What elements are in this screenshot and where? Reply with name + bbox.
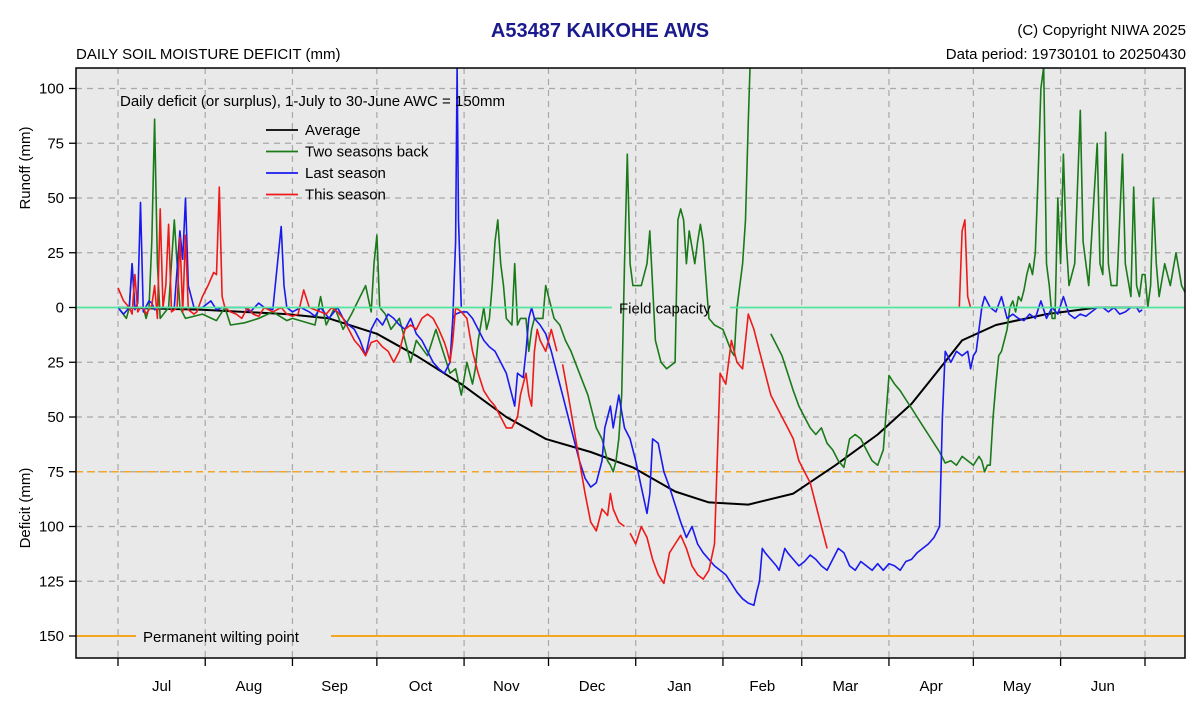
chart-title: A53487 KAIKOHE AWS <box>490 20 710 42</box>
series-group <box>117 68 1185 607</box>
chart-subtitle: DAILY SOIL MOISTURE DEFICIT (mm) <box>76 46 341 63</box>
series-line-3 <box>117 197 1143 607</box>
y-axis-label-deficit: Deficit (mm) <box>17 468 34 549</box>
series-line-2 <box>770 68 1185 473</box>
copyright-text: (C) Copyright NIWA 2025 <box>1017 22 1186 39</box>
series-line-0 <box>117 306 1145 506</box>
series-line-1 <box>117 68 751 473</box>
y-tick-label: 125 <box>39 573 64 590</box>
y-tick-label: 50 <box>47 190 64 207</box>
legend-label: Average <box>305 122 361 139</box>
y-tick-label: 75 <box>47 464 64 481</box>
series-line-7 <box>629 313 828 585</box>
x-tick-label: May <box>1003 678 1032 695</box>
y-tick-label: 150 <box>39 628 64 645</box>
series-line-5 <box>117 186 558 429</box>
x-tick-label: Jul <box>152 678 171 695</box>
series-line-8 <box>958 219 972 308</box>
note-text: Daily deficit (or surplus), 1-July to 30… <box>120 93 505 110</box>
legend-label: Two seasons back <box>305 144 429 161</box>
x-tick-label: Dec <box>579 678 606 695</box>
legend-label: Last season <box>305 165 386 182</box>
x-tick-label: Aug <box>235 678 262 695</box>
y-tick-label: 25 <box>47 245 64 262</box>
y-tick-label: 100 <box>39 519 64 536</box>
x-tick-label: Oct <box>409 678 433 695</box>
x-tick-label: Nov <box>493 678 520 695</box>
x-tick-label: Apr <box>919 678 942 695</box>
x-tick-label: Jun <box>1091 678 1115 695</box>
y-tick-label: 75 <box>47 135 64 152</box>
x-tick-label: Feb <box>749 678 775 695</box>
y-tick-label: 0 <box>56 300 64 317</box>
series-line-6 <box>561 364 625 532</box>
wilting-point-label: Permanent wilting point <box>143 629 300 646</box>
y-tick-label: 100 <box>39 81 64 98</box>
series-line-4 <box>452 68 463 319</box>
data-period-text: Data period: 19730101 to 20250430 <box>945 46 1186 63</box>
y-tick-label: 25 <box>47 354 64 371</box>
field-capacity-label: Field capacity <box>619 301 711 318</box>
x-tick-label: Jan <box>667 678 691 695</box>
x-tick-label: Mar <box>832 678 858 695</box>
y-tick-label: 50 <box>47 409 64 426</box>
plot-background <box>76 68 1185 658</box>
x-tick-label: Sep <box>321 678 348 695</box>
y-axis-label-runoff: Runoff (mm) <box>17 126 34 209</box>
legend-label: This season <box>305 187 386 204</box>
plot-frame <box>75 67 1186 659</box>
